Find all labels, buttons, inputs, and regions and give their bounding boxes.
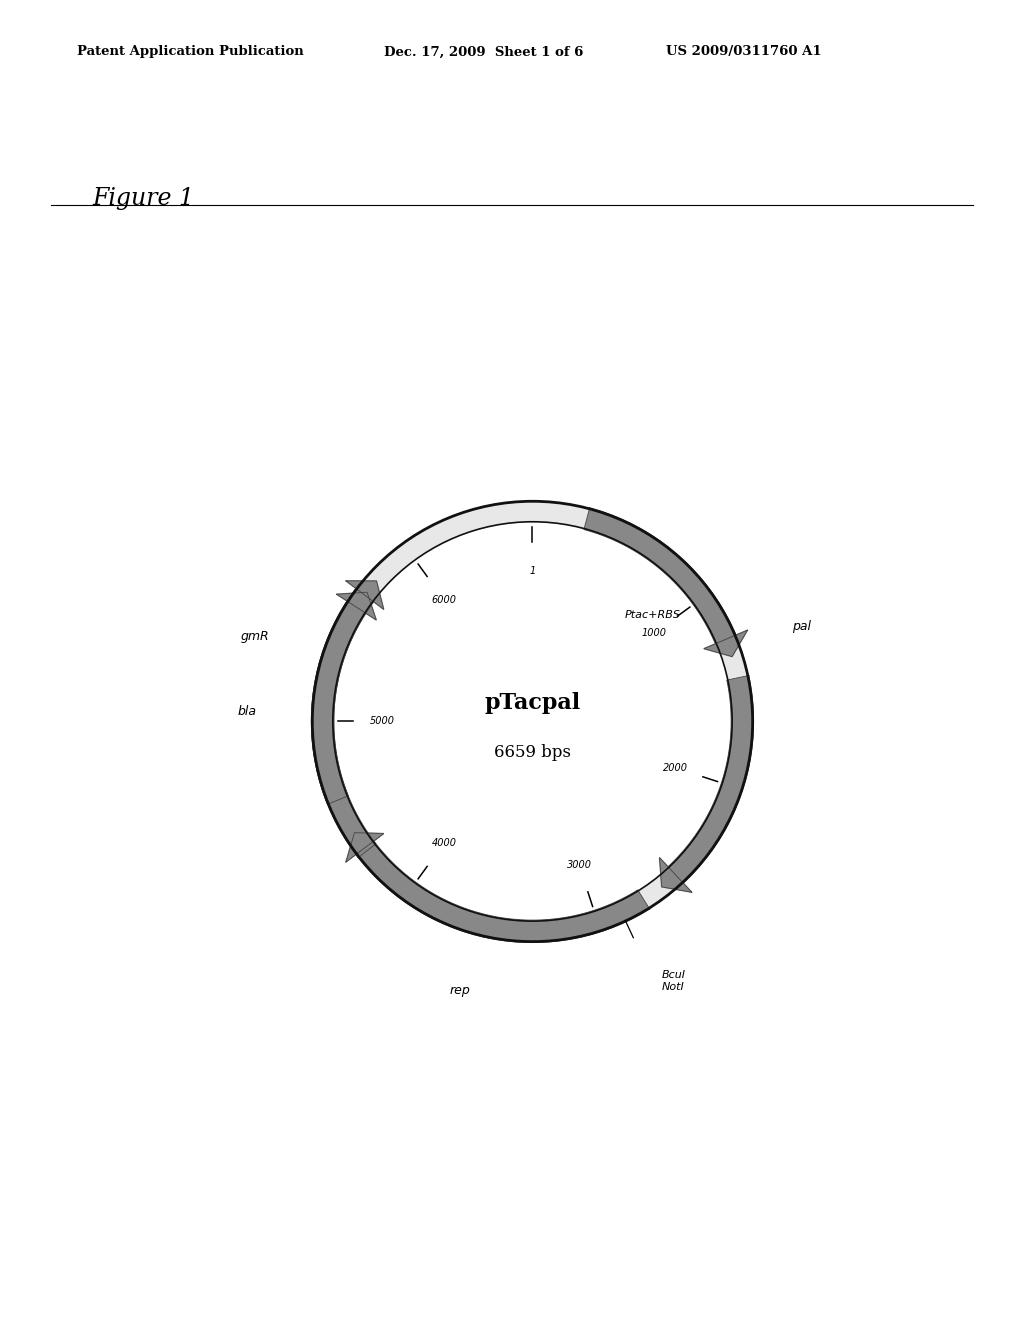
Polygon shape: [668, 676, 754, 883]
Polygon shape: [346, 833, 384, 862]
Text: BcuI
NotI: BcuI NotI: [662, 970, 686, 993]
Text: gmR: gmR: [241, 630, 269, 643]
Text: 4000: 4000: [431, 838, 457, 849]
Text: 3000: 3000: [566, 859, 592, 870]
Polygon shape: [346, 581, 384, 610]
Text: pTacpal: pTacpal: [484, 692, 581, 714]
Text: Figure 1: Figure 1: [92, 186, 195, 210]
Polygon shape: [311, 601, 366, 804]
Text: 1000: 1000: [642, 628, 667, 638]
Text: 6659 bps: 6659 bps: [494, 743, 571, 760]
Polygon shape: [337, 593, 376, 620]
Polygon shape: [311, 589, 376, 858]
Text: bla: bla: [238, 705, 256, 718]
Text: 1: 1: [529, 566, 536, 576]
Text: Ptac+RBS: Ptac+RBS: [625, 610, 680, 619]
Text: US 2009/0311760 A1: US 2009/0311760 A1: [666, 45, 821, 58]
Text: rep: rep: [450, 985, 470, 998]
Text: 2000: 2000: [664, 763, 688, 774]
Polygon shape: [659, 858, 692, 892]
Text: Dec. 17, 2009  Sheet 1 of 6: Dec. 17, 2009 Sheet 1 of 6: [384, 45, 584, 58]
Text: 5000: 5000: [370, 717, 394, 726]
Text: Patent Application Publication: Patent Application Publication: [77, 45, 303, 58]
Polygon shape: [703, 630, 748, 656]
Text: 6000: 6000: [431, 595, 457, 605]
Polygon shape: [312, 502, 753, 941]
Polygon shape: [355, 841, 649, 942]
Text: pal: pal: [793, 620, 811, 634]
Polygon shape: [584, 508, 736, 644]
